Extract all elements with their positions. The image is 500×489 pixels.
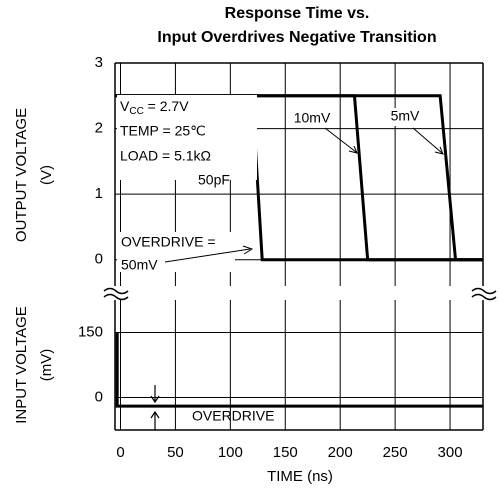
y-tick-label: 1: [95, 185, 103, 202]
series-line: [115, 332, 483, 408]
x-tick-label: 100: [218, 444, 243, 461]
y-tick-label: 150: [78, 323, 103, 340]
series-line: [115, 94, 483, 262]
annotation: 50mV: [121, 257, 158, 273]
x-axis-label: TIME (ns): [267, 468, 333, 485]
y-axis-label: (V): [38, 165, 55, 185]
series-label: 5mV: [391, 108, 420, 124]
x-tick-label: 250: [383, 444, 408, 461]
annotation: CC: [129, 106, 143, 117]
x-tick-label: 200: [328, 444, 353, 461]
y-tick-label: 3: [95, 54, 103, 71]
annotation: 50pF: [198, 172, 230, 188]
y-axis-label: OUTPUT VOLTAGE: [13, 108, 30, 242]
annotation: = 2.7V: [144, 98, 189, 114]
x-tick-label: 150: [273, 444, 298, 461]
y-axis-label: (mV): [38, 349, 55, 382]
chart-title: Response Time vs.: [225, 5, 370, 22]
annotation: OVERDRIVE: [192, 408, 274, 424]
frame: [103, 62, 497, 431]
y-tick-label: 0: [95, 388, 103, 405]
annotation: VCC = 2.7V: [120, 98, 189, 117]
annotation: TEMP = 25℃: [120, 123, 206, 139]
x-tick-label: 300: [438, 444, 463, 461]
x-tick-label: 0: [116, 444, 124, 461]
chart-title: Input Overdrives Negative Transition: [157, 29, 436, 46]
x-tick-label: 50: [167, 444, 184, 461]
annotation: LOAD = 5.1kΩ: [120, 148, 211, 164]
annotation: OVERDRIVE =: [121, 234, 216, 250]
series-label: 10mV: [294, 110, 331, 126]
y-tick-label: 2: [95, 120, 103, 137]
annotations: VCC = 2.7V TEMP = 25℃ LOAD = 5.1kΩ 50pF …: [117, 95, 444, 430]
y-tick-label: 0: [95, 251, 103, 268]
annotation: V: [120, 98, 130, 114]
y-axis-label: INPUT VOLTAGE: [13, 306, 30, 424]
